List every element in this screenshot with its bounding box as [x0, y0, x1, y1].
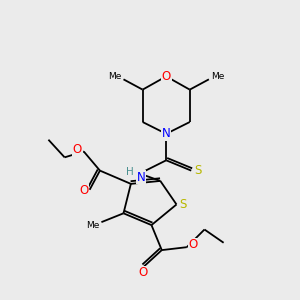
Text: O: O — [139, 266, 148, 279]
Text: N: N — [137, 171, 146, 184]
Text: O: O — [73, 142, 82, 156]
Text: S: S — [179, 198, 187, 211]
Text: O: O — [189, 238, 198, 251]
Text: O: O — [79, 184, 88, 197]
Text: Me: Me — [108, 72, 122, 81]
Text: S: S — [194, 164, 201, 177]
Text: O: O — [162, 70, 171, 83]
Text: Me: Me — [211, 72, 224, 81]
Text: N: N — [162, 127, 171, 140]
Text: Me: Me — [86, 221, 100, 230]
Text: H: H — [125, 167, 133, 177]
